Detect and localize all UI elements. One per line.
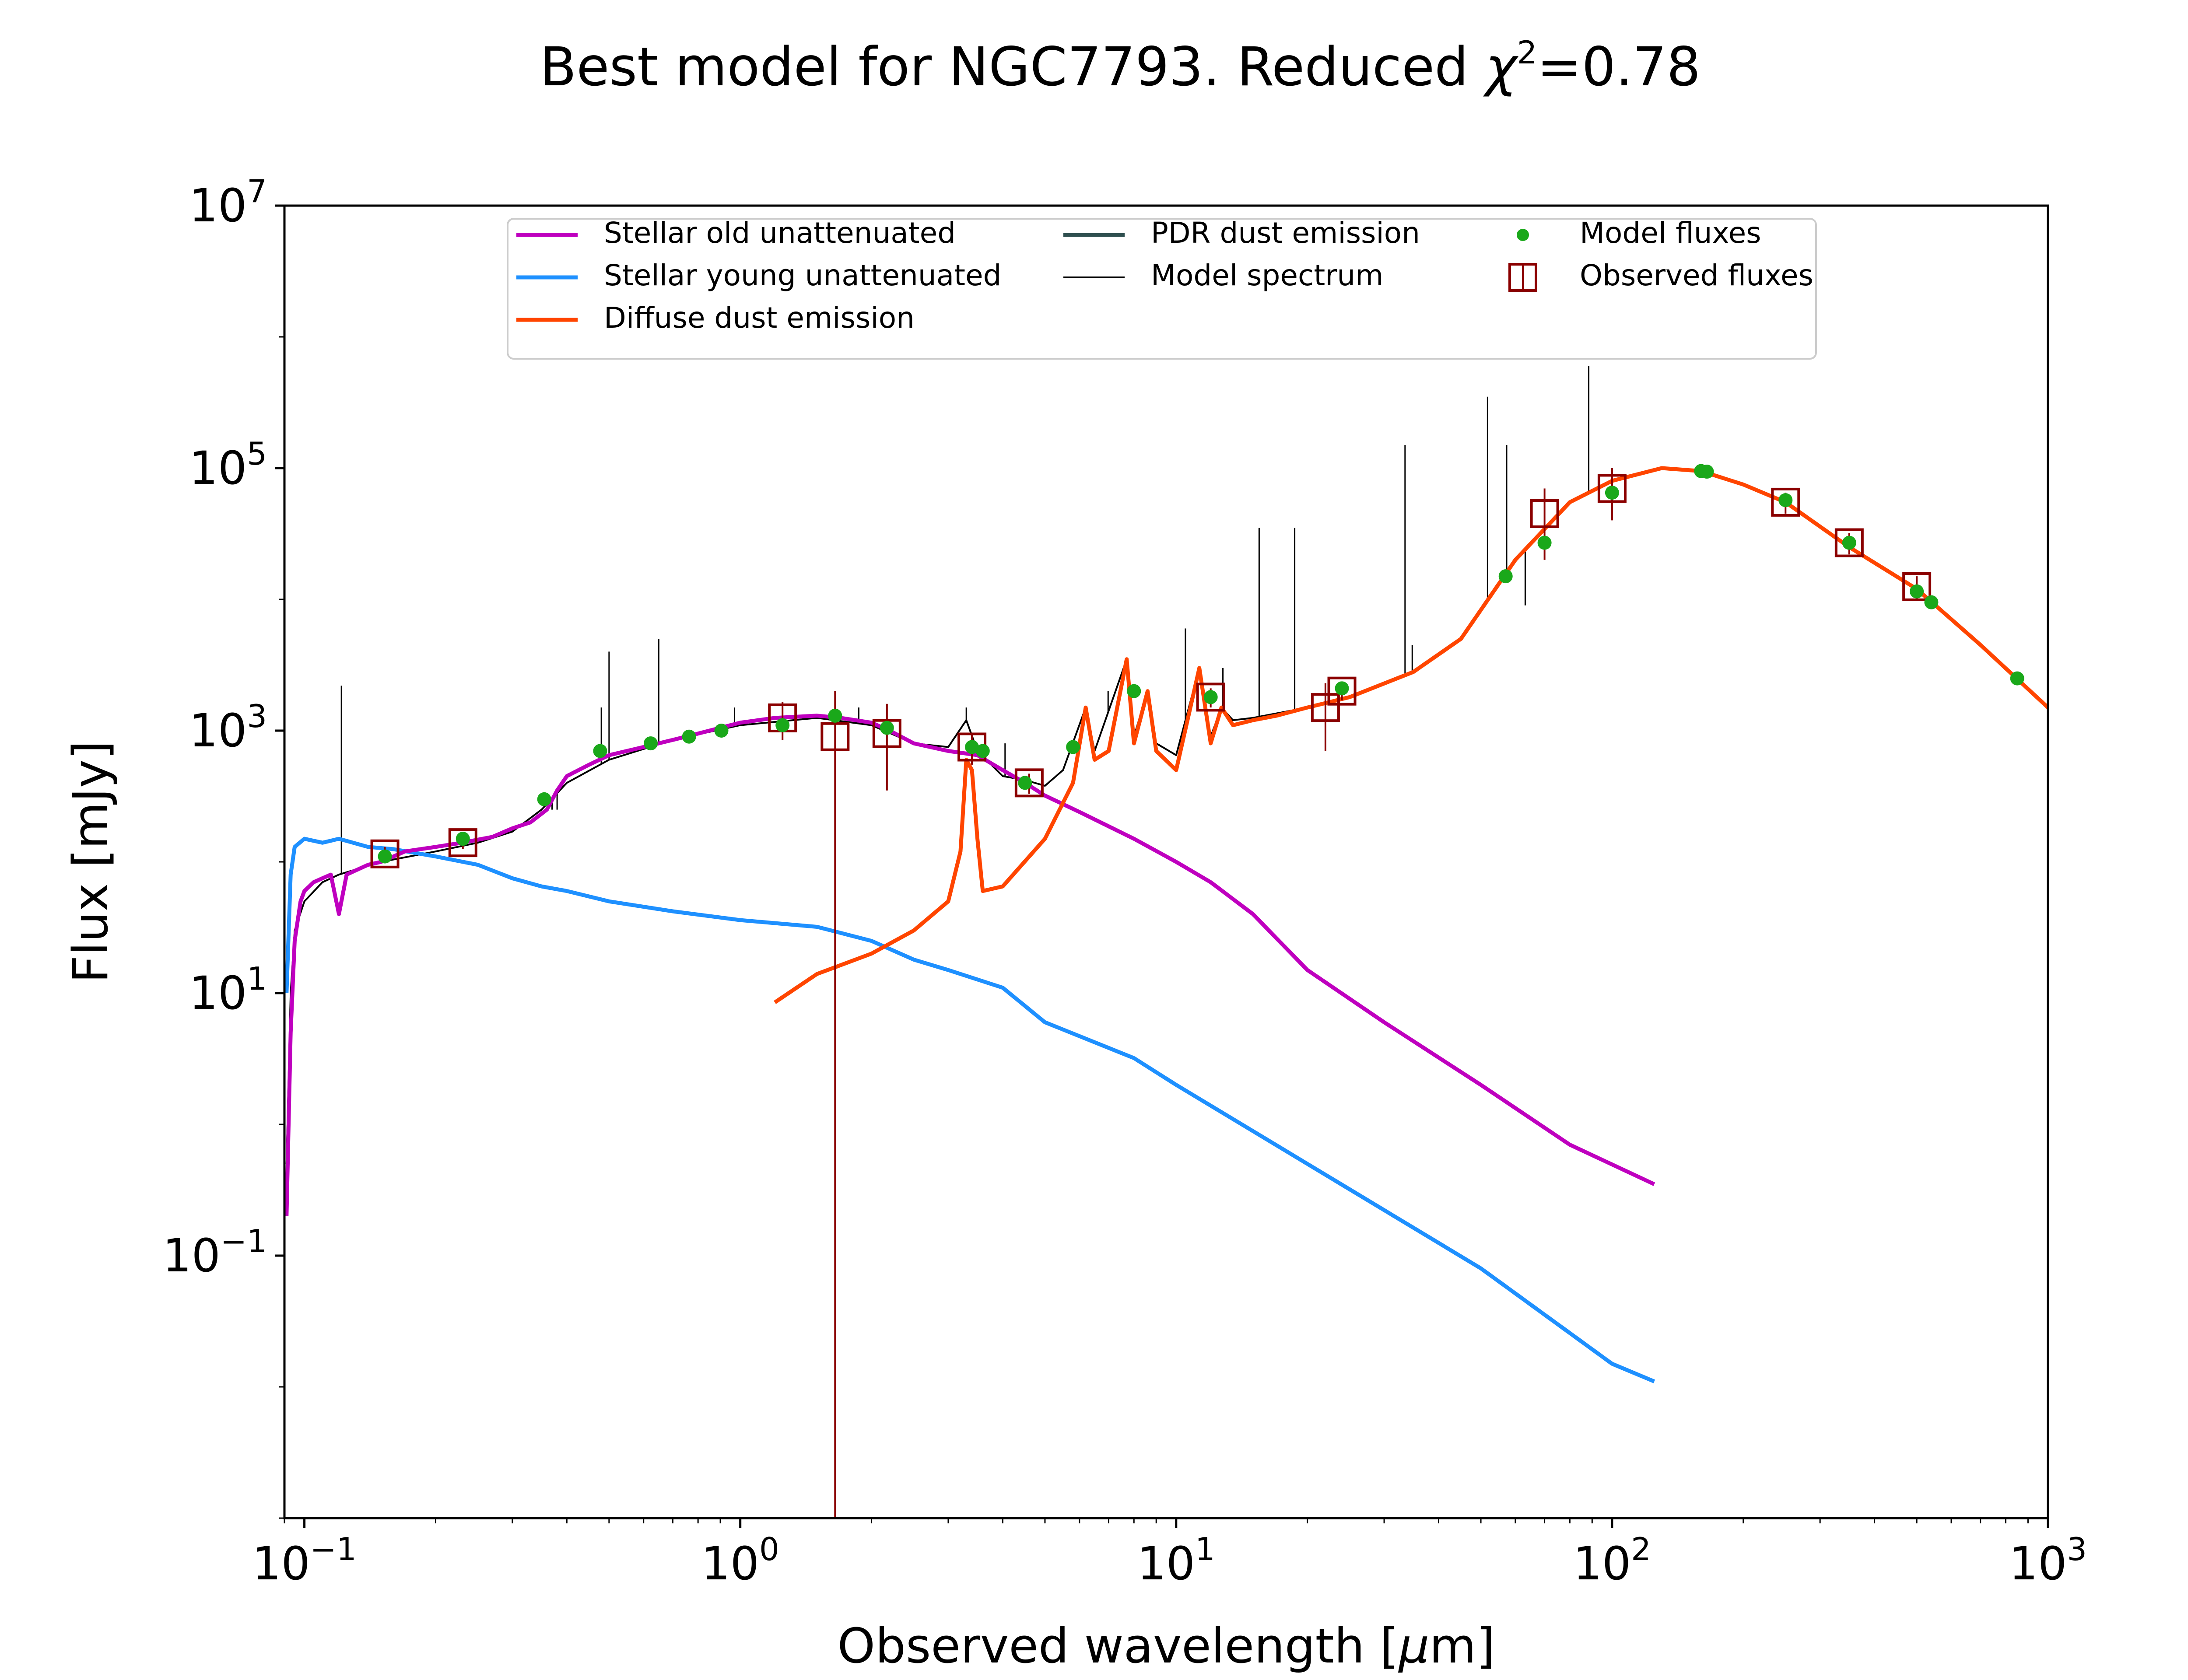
legend-label: Stellar young unattenuated: [604, 259, 1002, 292]
legend-label: PDR dust emission: [1151, 216, 1420, 250]
model-flux-point: [1700, 465, 1714, 479]
observed-flux-point: [370, 839, 400, 868]
y-axis-label: Flux [mJy]: [63, 741, 119, 983]
legend-label: Diffuse dust emission: [604, 301, 915, 335]
series-line-diffuse-dust-emission: [774, 466, 2048, 1004]
x-tick-label: 102: [1573, 1531, 1651, 1590]
x-tick-label: 101: [1137, 1531, 1215, 1590]
model-flux-point: [775, 718, 790, 732]
model-flux-point: [1605, 486, 1619, 500]
observed-flux-point: [448, 828, 477, 858]
model-flux-point: [593, 744, 607, 758]
chart-title: Best model for NGC7793. Reduced χ2=0.78: [540, 34, 1701, 98]
model-flux-point: [965, 740, 979, 754]
x-axis: 10−1 100 101 102 103: [252, 1518, 2087, 1590]
legend-label: Observed fluxes: [1580, 259, 1813, 292]
observed-flux-point: [1014, 768, 1044, 798]
plot-frame: [283, 204, 2049, 1519]
x-tick-label: 103: [2009, 1531, 2087, 1590]
y-tick-label: 103: [189, 698, 267, 757]
model-flux-point: [1203, 690, 1218, 704]
model-flux-point: [2010, 671, 2024, 686]
legend-item-stellar-young-unattenuated: Stellar young unattenuated: [516, 259, 1002, 292]
model-flux-point: [975, 744, 990, 758]
legend-item-model-spectrum: Model spectrum: [1063, 259, 1383, 292]
legend-item-diffuse-dust-emission: Diffuse dust emission: [516, 301, 915, 335]
x-tick-label: 100: [701, 1531, 779, 1590]
y-tick-label: 107: [189, 173, 267, 232]
series-line-stellar-old-unattenuated: [284, 714, 1655, 1216]
legend-box: [507, 218, 1817, 360]
series-line-stellar-young-unattenuated: [284, 836, 1655, 1383]
model-flux-point: [1127, 684, 1141, 698]
model-flux-point: [1842, 536, 1856, 550]
y-tick-label: 105: [189, 435, 267, 495]
legend-item-pdr-dust-emission: PDR dust emission: [1063, 216, 1420, 250]
series-line-model-spectrum: [285, 467, 2048, 1164]
model-flux-point: [537, 792, 551, 806]
legend-label: Stellar old unattenuated: [604, 216, 956, 250]
x-tick-label: 10−1: [252, 1531, 356, 1590]
y-axis: 10−1 101 103 105 107: [163, 173, 284, 1519]
observed-flux-point: [872, 719, 901, 748]
plot-data-area: [284, 366, 2048, 1518]
observed-flux-point: [820, 722, 850, 751]
legend: Stellar old unattenuated Stellar young un…: [507, 216, 1817, 360]
y-tick-label: 101: [189, 960, 267, 1020]
model-flux-point: [1018, 776, 1032, 790]
model-flux-point: [682, 729, 696, 744]
legend-swatch: [1517, 229, 1529, 241]
x-axis-label: Observed wavelength [μm]: [838, 1618, 1495, 1674]
model-flux-point: [1778, 493, 1793, 508]
observed-flux-point: [1530, 499, 1559, 528]
model-flux-point: [1498, 569, 1513, 584]
model-flux-point: [714, 724, 729, 738]
observed-flux-point: [1834, 528, 1864, 557]
legend-item-stellar-old-unattenuated: Stellar old unattenuated: [516, 216, 956, 250]
model-flux-point: [378, 849, 392, 864]
observed-flux-point: [1196, 682, 1225, 712]
observed-flux-point: [1327, 676, 1357, 706]
model-flux-point: [1924, 595, 1939, 609]
model-flux-point: [643, 736, 658, 751]
legend-label: Model spectrum: [1151, 259, 1383, 292]
observed-flux-point: [1311, 693, 1340, 722]
legend-item-observed-fluxes: Observed fluxes: [1508, 259, 1813, 292]
legend-item-model-fluxes: Model fluxes: [1517, 216, 1761, 250]
model-flux-point: [880, 721, 894, 735]
model-flux-point: [1910, 584, 1924, 598]
observed-flux-point: [1902, 572, 1932, 601]
model-flux-point: [1335, 681, 1349, 696]
legend-label: Model fluxes: [1580, 216, 1761, 250]
observed-flux-point: [1771, 487, 1800, 517]
model-flux-point: [1537, 536, 1552, 550]
y-tick-label: 10−1: [163, 1223, 267, 1282]
model-flux-point: [1066, 740, 1080, 754]
observed-flux-point: [1597, 474, 1627, 503]
model-flux-point: [828, 708, 842, 723]
model-flux-point: [456, 832, 470, 846]
